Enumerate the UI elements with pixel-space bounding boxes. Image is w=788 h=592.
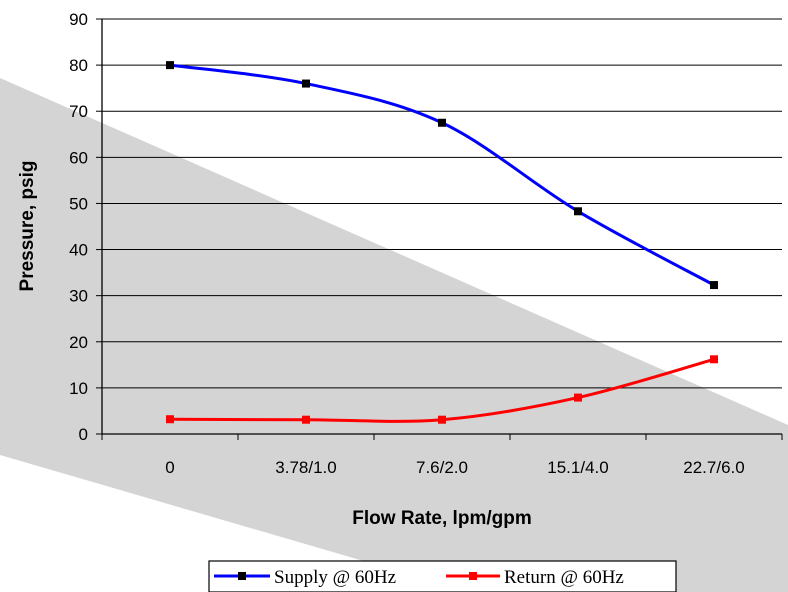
x-tick-label: 7.6/2.0 (416, 458, 468, 477)
y-tick-label: 70 (69, 102, 88, 121)
x-tick-label: 3.78/1.0 (275, 458, 336, 477)
data-point-supply-2 (438, 118, 446, 127)
y-tick-label: 20 (69, 333, 88, 352)
x-tick-label: 0 (165, 458, 174, 477)
legend-supply-label: Supply @ 60Hz (274, 567, 396, 588)
legend-return-marker (469, 572, 477, 580)
data-point-supply-0 (166, 61, 174, 70)
x-tick-labels: 0 3.78/1.0 7.6/2.0 15.1/4.0 22.7/6.0 (165, 458, 744, 477)
x-axis-title: Flow Rate, lpm/gpm (352, 508, 531, 529)
y-tick-label: 30 (69, 287, 88, 306)
data-point-supply-3 (574, 207, 582, 216)
data-point-return-3 (574, 393, 582, 402)
x-tick-label: 22.7/6.0 (683, 458, 744, 477)
y-tick-label: 60 (69, 148, 88, 167)
data-point-return-1 (302, 415, 310, 424)
y-tick-label: 10 (69, 379, 88, 398)
y-tick-label: 40 (69, 241, 88, 260)
axes (96, 18, 783, 440)
y-axis-title: Pressure, psig (17, 161, 38, 292)
diagonal-watermark-band (0, 78, 788, 592)
y-tick-label: 90 (69, 10, 88, 29)
data-point-supply-1 (302, 79, 310, 88)
legend: Supply @ 60Hz Return @ 60Hz (208, 560, 677, 592)
gridlines (102, 18, 782, 389)
y-tick-label: 0 (79, 425, 88, 444)
data-point-return-2 (438, 415, 446, 424)
data-point-return-0 (166, 415, 174, 424)
plot-series (166, 61, 718, 424)
data-point-supply-4 (710, 281, 718, 290)
legend-return-label: Return @ 60Hz (504, 567, 624, 588)
data-point-return-4 (710, 355, 718, 364)
legend-supply-marker (238, 572, 246, 580)
y-tick-label: 80 (69, 56, 88, 75)
y-tick-labels: 0 10 20 30 40 50 60 70 80 90 (69, 10, 88, 444)
x-tick-label: 15.1/4.0 (547, 458, 608, 477)
legend-box (208, 560, 677, 592)
y-tick-label: 50 (69, 194, 88, 213)
